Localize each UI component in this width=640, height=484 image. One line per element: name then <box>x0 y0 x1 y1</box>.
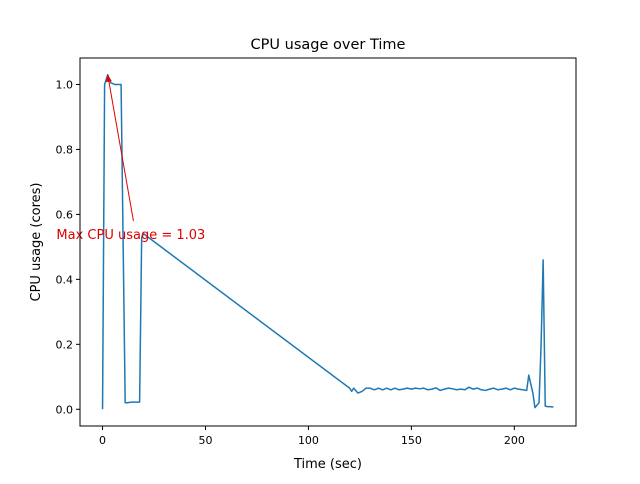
x-tick-label: 200 <box>504 434 525 447</box>
x-tick-label: 50 <box>198 434 212 447</box>
y-tick-label: 0.2 <box>56 338 74 351</box>
series-line-cpu-usage <box>101 73 554 410</box>
annotation-arrowhead <box>105 74 112 83</box>
y-tick-label: 0.4 <box>56 273 74 286</box>
y-tick-label: 0.8 <box>56 143 74 156</box>
y-tick-label: 0.0 <box>56 403 74 416</box>
y-axis-label: CPU usage (cores) <box>29 183 44 302</box>
x-tick-label: 100 <box>298 434 319 447</box>
x-tick-label: 0 <box>99 434 106 447</box>
y-axis-ticks: 0.0 0.2 0.4 0.6 0.8 1.0 <box>56 78 80 416</box>
chart-title: CPU usage over Time <box>251 37 406 53</box>
x-axis-label: Time (sec) <box>293 457 362 472</box>
series-layer <box>101 73 554 410</box>
y-tick-label: 1.0 <box>56 78 74 91</box>
annotation-arrow <box>107 74 134 221</box>
annotation-label: Max CPU usage = 1.03 <box>56 228 205 243</box>
plot-area-frame <box>79 57 577 427</box>
y-tick-label: 0.6 <box>56 208 74 221</box>
x-axis-ticks: 0 50 100 150 200 <box>99 426 525 447</box>
annotation-layer: Max CPU usage = 1.03 <box>56 74 205 243</box>
x-tick-label: 150 <box>401 434 422 447</box>
